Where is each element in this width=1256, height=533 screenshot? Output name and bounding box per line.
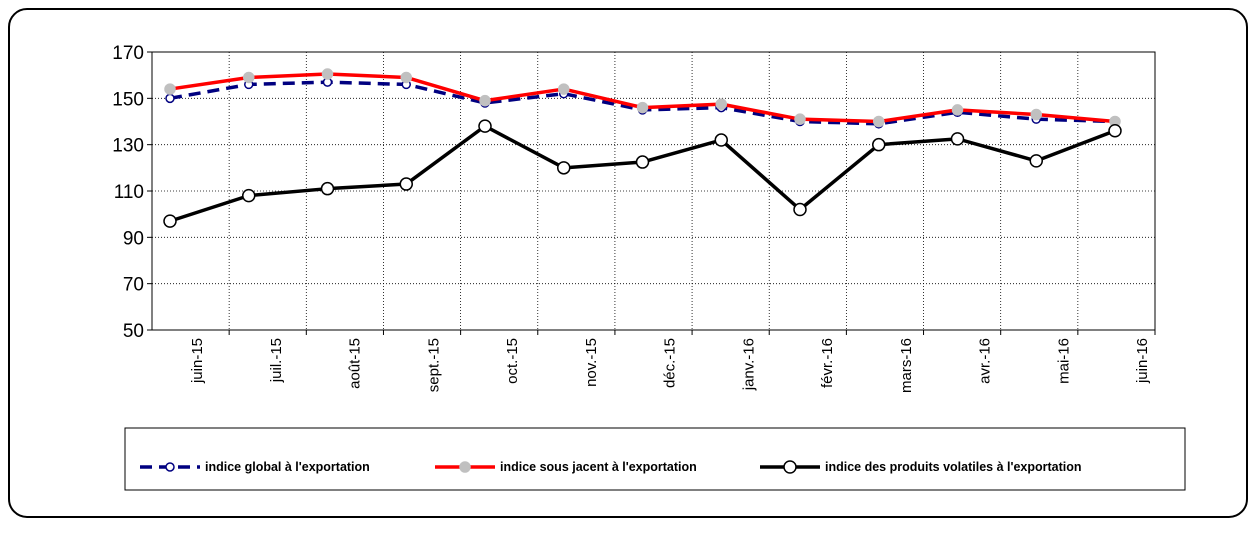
point — [165, 93, 175, 104]
point — [558, 83, 570, 95]
point — [872, 137, 886, 152]
y-tick-label: 70 — [123, 275, 144, 296]
point — [399, 177, 413, 191]
point — [163, 214, 177, 228]
x-tick-label: mars-16 — [898, 338, 915, 393]
x-tick-label: août-15 — [347, 338, 364, 389]
y-tick-label: 110 — [114, 182, 144, 203]
y-tick-label: 150 — [112, 89, 144, 110]
x-tick-label: févr.-16 — [819, 338, 836, 388]
legend-marker — [459, 461, 471, 473]
legend-marker — [165, 462, 175, 472]
x-tick-label: nov.-15 — [583, 338, 600, 387]
legend-marker — [783, 460, 797, 474]
point — [794, 113, 806, 125]
point — [243, 71, 255, 84]
legend-label: indice global à l'exportation — [205, 460, 370, 474]
frame — [8, 8, 1248, 518]
x-tick-label: janv.-16 — [740, 338, 757, 391]
plot-area — [151, 51, 1156, 331]
x-tick-label: juin-15 — [189, 338, 206, 384]
x-tick-label: déc.-15 — [662, 338, 679, 388]
point — [164, 83, 176, 95]
point — [242, 188, 256, 203]
x-tick-label: avr.-16 — [977, 338, 994, 384]
point — [873, 115, 885, 128]
point — [400, 71, 412, 84]
point — [1029, 154, 1043, 168]
point — [478, 119, 492, 133]
point — [1108, 124, 1122, 138]
legend-label: indice sous jacent à l'exportation — [500, 460, 697, 474]
point — [714, 133, 728, 147]
point — [793, 202, 807, 217]
point — [715, 98, 727, 110]
point — [1030, 108, 1042, 121]
point — [557, 161, 571, 175]
point — [635, 155, 650, 169]
x-tick-label: juil.-15 — [268, 338, 285, 383]
point — [950, 132, 965, 146]
x-tick-label: sept.-15 — [425, 338, 442, 392]
point — [320, 181, 335, 196]
legend-label: indice des produits volatiles à l'export… — [825, 460, 1082, 474]
x-tick-label: oct.-15 — [504, 338, 521, 384]
y-tick-label: 170 — [112, 43, 144, 64]
x-tick-label: mai-16 — [1055, 338, 1072, 384]
point — [636, 101, 649, 114]
y-tick-label: 90 — [123, 228, 144, 249]
point — [479, 94, 491, 107]
legend-box — [124, 427, 1186, 491]
point — [321, 68, 334, 80]
x-tick-label: juin-16 — [1134, 338, 1151, 384]
point — [951, 104, 964, 116]
y-tick-label: 50 — [123, 321, 144, 342]
y-tick-label: 130 — [112, 136, 144, 157]
